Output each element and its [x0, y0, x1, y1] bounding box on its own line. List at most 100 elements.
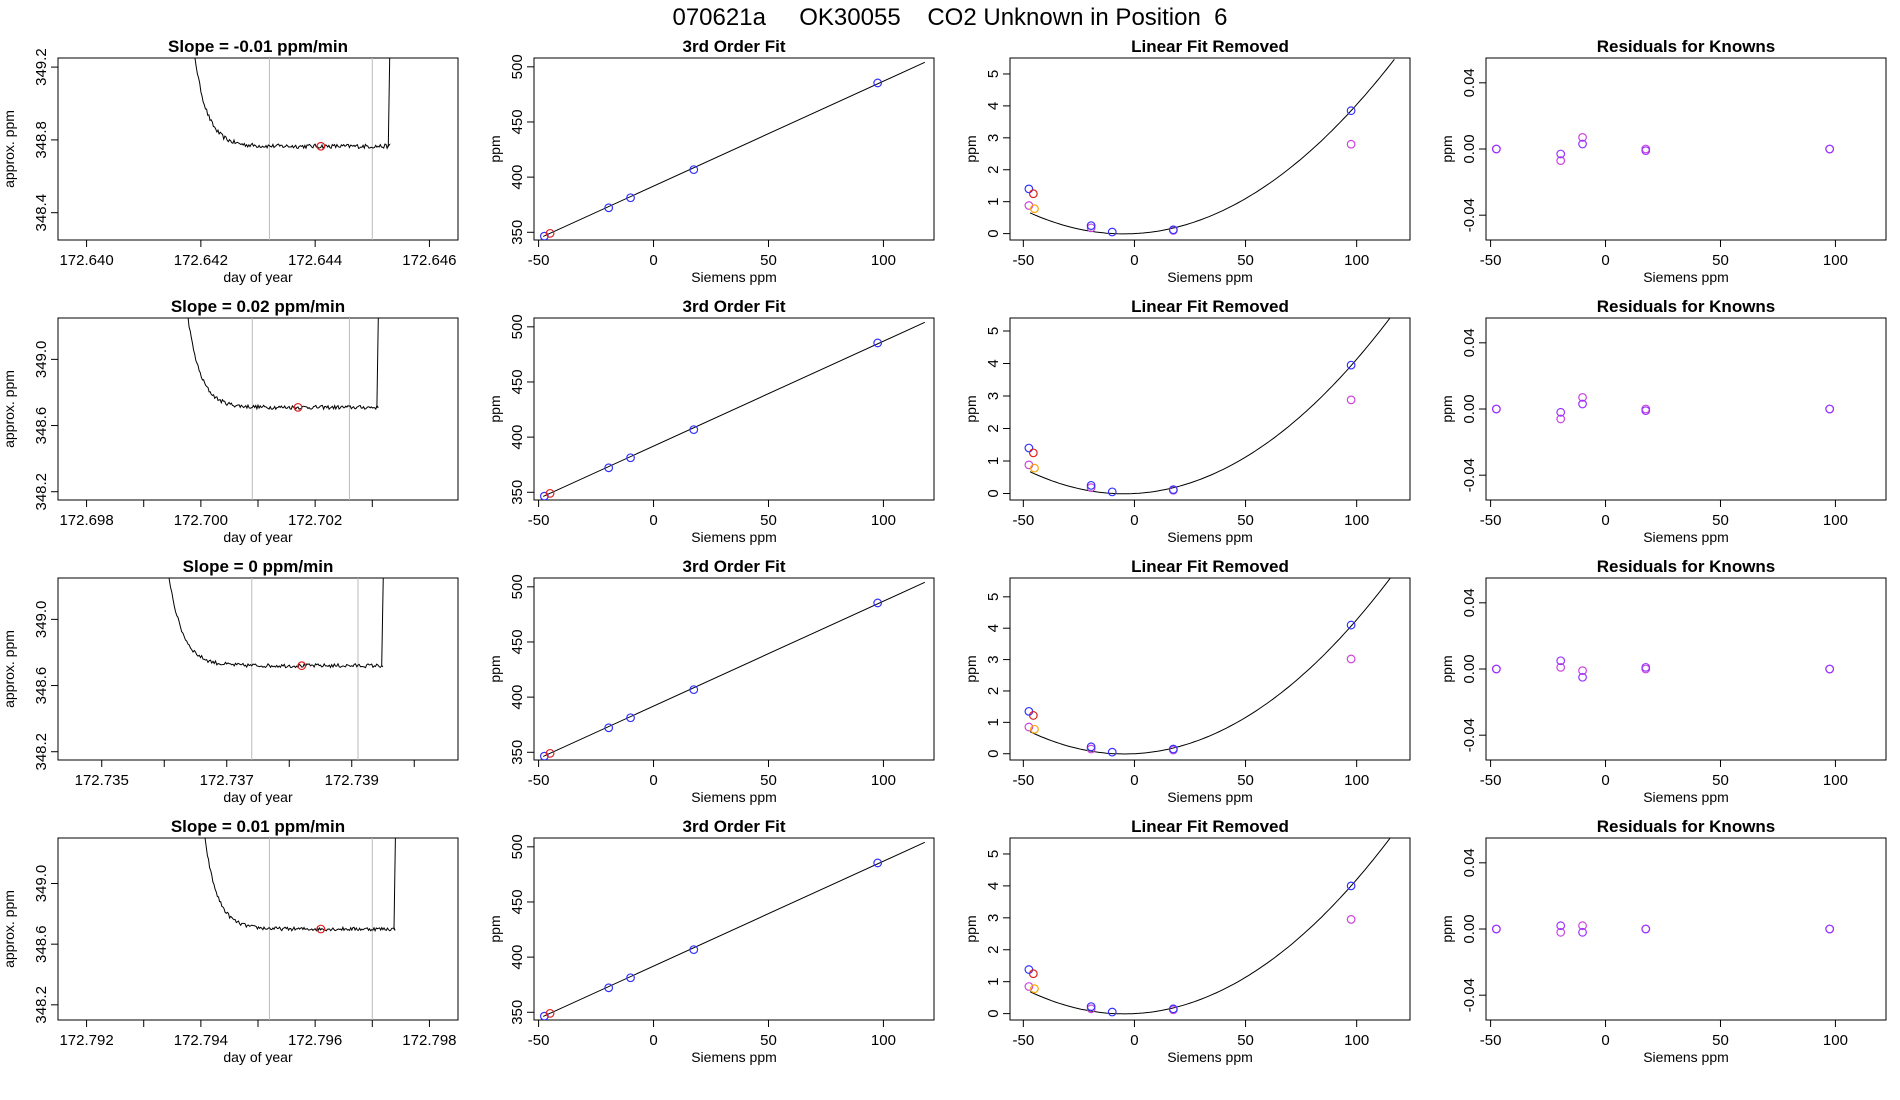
- x-tick-label: -50: [528, 1032, 550, 1049]
- known-point: [1107, 487, 1117, 497]
- y-tick-label: -0.04: [1461, 718, 1478, 752]
- plot-area: [1024, 578, 1391, 757]
- y-axis-label: ppm: [1439, 135, 1455, 162]
- y-tick-label: 350: [509, 1000, 526, 1025]
- plot-area: [187, 318, 379, 500]
- fit-line: [542, 321, 926, 497]
- plot-frame: [1009, 837, 1411, 1021]
- y-tick-label: 400: [509, 165, 526, 190]
- y-tick-label: 348.6: [33, 407, 50, 445]
- chart-title: Linear Fit Removed: [1131, 297, 1289, 316]
- x-tick-label: 50: [1237, 252, 1254, 269]
- y-tick-label: 500: [509, 314, 526, 339]
- ppm-trace: [204, 838, 396, 933]
- known-point: [604, 723, 614, 733]
- prior-point: [1086, 223, 1096, 233]
- x-tick-label: -50: [1012, 1032, 1034, 1049]
- x-tick-label: 100: [1344, 1032, 1369, 1049]
- y-tick-label: 0.04: [1461, 328, 1478, 357]
- y-tick-label: 400: [509, 425, 526, 450]
- y-tick-label: 500: [509, 54, 526, 79]
- residual-point: [1641, 662, 1651, 672]
- x-axis-label: Siemens ppm: [691, 789, 777, 805]
- unknown-point: [1028, 711, 1038, 720]
- x-axis-label: Siemens ppm: [1643, 269, 1729, 285]
- y-axis-label: ppm: [1439, 395, 1455, 422]
- residual-point: [1578, 399, 1587, 409]
- residual-point: [1556, 149, 1566, 159]
- chart-title: 3rd Order Fit: [683, 297, 786, 316]
- y-tick-label: 5: [985, 593, 1002, 601]
- x-axis-label: Siemens ppm: [691, 1049, 777, 1065]
- x-axis-label: day of year: [223, 1049, 293, 1065]
- known-point: [689, 425, 699, 435]
- y-tick-label: -0.04: [1461, 198, 1478, 232]
- y-tick-label: 0: [985, 750, 1002, 758]
- prior-residual-point: [1578, 133, 1587, 142]
- y-tick-label: 2: [985, 687, 1002, 695]
- known-point: [626, 713, 635, 723]
- plot-area: [194, 58, 391, 240]
- chart-title: Linear Fit Removed: [1131, 817, 1289, 836]
- known-point: [1086, 1002, 1096, 1011]
- x-tick-label: 100: [871, 772, 896, 789]
- panel-4-4: Residuals for Knowns -50 0 50 100 Siemens ppm…: [1439, 817, 1887, 1065]
- x-tick-label: 100: [871, 252, 896, 269]
- y-tick-label: 3: [985, 134, 1002, 142]
- y-tick-label: 0.04: [1461, 848, 1478, 877]
- x-tick-label: 0: [649, 252, 657, 269]
- x-axis-label: day of year: [223, 269, 293, 285]
- x-axis-label: Siemens ppm: [691, 529, 777, 545]
- x-axis-label: Siemens ppm: [1167, 1049, 1253, 1065]
- panel-4-3: Linear Fit Removed -50 0 50 100 Siemens ppm 0 1…: [963, 817, 1411, 1065]
- chart-title: 3rd Order Fit: [683, 557, 786, 576]
- plot-frame: [57, 57, 459, 241]
- residual-point: [1641, 146, 1651, 156]
- y-tick-label: 0.04: [1461, 68, 1478, 97]
- y-tick-label: 500: [509, 574, 526, 599]
- x-tick-label: 0: [1601, 1032, 1609, 1049]
- y-axis-label: approx. ppm: [1, 890, 17, 968]
- x-tick-label: 100: [1823, 1032, 1848, 1049]
- panel-1-2: 3rd Order Fit -50 0 50 100 Siemens ppm 350 400 4…: [487, 37, 935, 285]
- plot-area: [1491, 133, 1835, 165]
- x-tick-label: 100: [1823, 772, 1848, 789]
- chart-title: 3rd Order Fit: [683, 37, 786, 56]
- y-axis-label: ppm: [1439, 915, 1455, 942]
- chart-title: Slope = 0 ppm/min: [183, 557, 334, 576]
- x-tick-label: 0: [1130, 772, 1138, 789]
- known-point: [1024, 706, 1034, 716]
- x-tick-label: 100: [1823, 252, 1848, 269]
- x-tick-label: 0: [649, 512, 657, 529]
- residual-point: [1491, 144, 1501, 154]
- plot-area: [1491, 921, 1835, 937]
- known-point: [1168, 744, 1178, 754]
- prior-residual-point: [1556, 414, 1566, 424]
- x-tick-label: 50: [1712, 512, 1729, 529]
- y-tick-label: 348.2: [33, 986, 50, 1024]
- y-axis-label: ppm: [963, 135, 979, 162]
- chart-title: Residuals for Knowns: [1597, 817, 1776, 836]
- y-tick-label: 348.4: [33, 194, 50, 232]
- plot-frame: [57, 837, 459, 1021]
- y-tick-label: 0.00: [1461, 134, 1478, 163]
- plot-area: [1491, 656, 1835, 682]
- x-tick-label: 172.642: [174, 252, 228, 269]
- y-tick-label: 350: [509, 220, 526, 245]
- x-tick-label: -50: [1480, 772, 1502, 789]
- known-point: [604, 983, 614, 993]
- x-tick-label: 100: [1344, 252, 1369, 269]
- prior-residual-point: [1556, 156, 1566, 165]
- x-tick-label: 50: [1237, 512, 1254, 529]
- y-tick-label: 0.00: [1461, 394, 1478, 423]
- plot-area: [1491, 393, 1835, 424]
- fit-line: [542, 61, 926, 237]
- plot-frame: [57, 317, 459, 501]
- residual-point: [1556, 921, 1566, 931]
- x-tick-label: 172.796: [288, 1032, 342, 1049]
- x-tick-label: 172.739: [325, 772, 379, 789]
- chart-title: Residuals for Knowns: [1597, 557, 1776, 576]
- known-point: [604, 463, 614, 473]
- known-point: [689, 945, 699, 955]
- x-tick-label: 50: [760, 1032, 777, 1049]
